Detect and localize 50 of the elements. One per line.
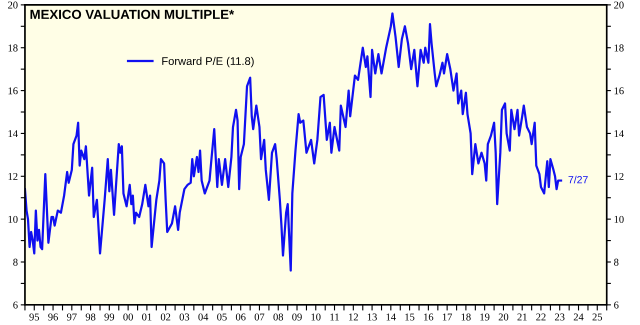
x-tick-label: 25 bbox=[592, 314, 602, 321]
y-tick-label: 10 bbox=[8, 216, 18, 223]
x-tick-label: 06 bbox=[236, 313, 246, 321]
x-tick-label: 22 bbox=[536, 314, 546, 320]
y-tick-label: 14 bbox=[8, 130, 18, 138]
x-tick-label: 97 bbox=[66, 314, 77, 321]
x-tick-label: 04 bbox=[198, 313, 208, 321]
annotation: 7/27 bbox=[568, 176, 588, 184]
y2-tick-label: 12 bbox=[614, 173, 624, 180]
y2-tick-label: 16 bbox=[614, 87, 624, 94]
x-tick-label: 99 bbox=[104, 314, 114, 321]
x-tick-label: 96 bbox=[48, 314, 58, 321]
x-tick-label: 01 bbox=[142, 313, 152, 321]
x-tick-label: 07 bbox=[254, 313, 264, 321]
legend-label: Forward P/E (11.8) bbox=[162, 56, 254, 68]
y2-tick-label: 6 bbox=[614, 302, 619, 309]
x-tick-label: 95 bbox=[29, 314, 40, 321]
x-tick-label: 20 bbox=[498, 313, 508, 321]
chart-title: MEXICO VALUATION MULTIPLE* bbox=[30, 10, 234, 20]
x-tick-label: 10 bbox=[311, 313, 321, 321]
x-tick-label: 14 bbox=[386, 314, 396, 320]
y-tick-label: 6 bbox=[13, 302, 18, 309]
x-tick-label: 05 bbox=[217, 313, 227, 321]
x-tick-label: 08 bbox=[273, 313, 284, 321]
x-tick-label: 00 bbox=[123, 313, 133, 321]
x-tick-label: 21 bbox=[517, 314, 527, 320]
x-tick-label: 02 bbox=[160, 313, 170, 321]
x-tick-label: 16 bbox=[424, 314, 434, 321]
y-tick-label: 18 bbox=[8, 44, 18, 52]
x-tick-label: 11 bbox=[330, 314, 339, 320]
y-tick-label: 20 bbox=[8, 2, 18, 9]
y-tick-label: 8 bbox=[13, 258, 18, 266]
y2-tick-label: 10 bbox=[614, 216, 624, 223]
x-tick-label: 12 bbox=[349, 314, 358, 320]
x-tick-label: 17 bbox=[442, 314, 452, 320]
y2-tick-label: 8 bbox=[614, 258, 618, 266]
y2-tick-label: 18 bbox=[614, 44, 624, 52]
x-tick-label: 23 bbox=[554, 314, 565, 321]
y2-tick-label: 14 bbox=[614, 130, 624, 138]
x-tick-label: 24 bbox=[574, 314, 584, 320]
x-tick-label: 03 bbox=[180, 313, 190, 321]
x-tick-label: 13 bbox=[368, 314, 377, 321]
x-tick-label: 15 bbox=[405, 314, 414, 321]
y-tick-label: 16 bbox=[8, 87, 18, 94]
x-tick-label: 19 bbox=[480, 314, 490, 321]
x-tick-label: 98 bbox=[86, 313, 96, 321]
y2-tick-label: 20 bbox=[614, 2, 624, 9]
x-tick-label: 18 bbox=[462, 313, 471, 321]
x-tick-label: 09 bbox=[292, 313, 302, 321]
y-tick-label: 12 bbox=[8, 173, 18, 180]
